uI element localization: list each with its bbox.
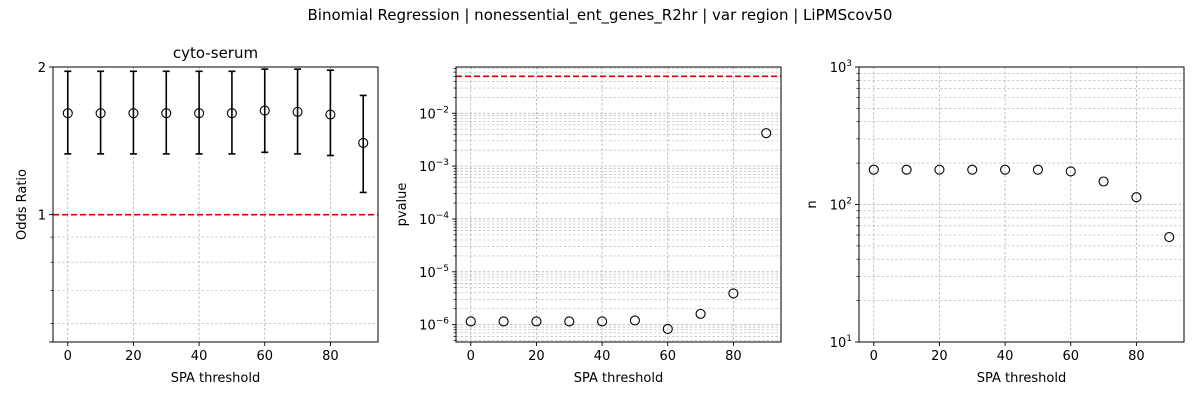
y-tick-label: 10−3 bbox=[419, 158, 449, 175]
x-tick-label: 0 bbox=[64, 349, 72, 364]
data-point bbox=[95, 108, 106, 119]
x-tick-label: 80 bbox=[725, 349, 742, 364]
data-point bbox=[901, 164, 912, 175]
data-point bbox=[662, 323, 673, 334]
panel2-points bbox=[465, 128, 772, 334]
data-point bbox=[564, 316, 575, 327]
data-point bbox=[259, 105, 270, 116]
figure-suptitle: Binomial Regression | nonessential_ent_g… bbox=[308, 6, 893, 25]
y-tick-label: 102 bbox=[830, 197, 852, 214]
x-tick-label: 0 bbox=[467, 349, 475, 364]
x-tick-label: 60 bbox=[256, 349, 273, 364]
data-point bbox=[868, 164, 879, 175]
odds-ratio-panel: cyto-serum SPA threshold Odds Ratio 0 20 4… bbox=[15, 44, 379, 386]
x-tick-label: 60 bbox=[1062, 349, 1079, 364]
y-tick-label: 2 bbox=[38, 61, 46, 76]
data-point bbox=[161, 108, 172, 119]
data-point bbox=[934, 164, 945, 175]
data-point bbox=[1131, 192, 1142, 203]
data-point bbox=[1164, 231, 1175, 243]
data-point bbox=[226, 108, 237, 119]
y-tick-label: 1 bbox=[38, 209, 46, 224]
x-tick-label: 60 bbox=[659, 349, 676, 364]
data-point bbox=[531, 316, 542, 327]
x-tick-label: 40 bbox=[997, 349, 1014, 364]
y-tick-label: 103 bbox=[830, 59, 852, 76]
data-point bbox=[62, 108, 73, 119]
y-tick-label: 10−6 bbox=[419, 317, 449, 334]
panel3-points bbox=[868, 164, 1175, 243]
data-point bbox=[597, 316, 608, 327]
panel1-xlabel: SPA threshold bbox=[171, 371, 261, 386]
data-point bbox=[1098, 176, 1109, 187]
pvalue-panel: SPA threshold pvalue 0 20 40 60 80 10−6 10−5 10… bbox=[395, 66, 782, 386]
x-tick-label: 0 bbox=[870, 349, 878, 364]
panel2-xlabel: SPA threshold bbox=[574, 371, 664, 386]
x-tick-label: 40 bbox=[594, 349, 611, 364]
y-tick-label: 10−2 bbox=[419, 105, 449, 122]
x-tick-label: 20 bbox=[125, 349, 142, 364]
y-tick-label: 10−5 bbox=[419, 264, 449, 281]
x-tick-label: 40 bbox=[191, 349, 208, 364]
data-point bbox=[967, 164, 978, 175]
data-point bbox=[358, 137, 369, 149]
x-tick-label: 20 bbox=[528, 349, 545, 364]
data-point bbox=[1065, 166, 1076, 177]
y-tick-label: 10−4 bbox=[419, 211, 449, 228]
panel2-grid bbox=[456, 67, 781, 342]
data-point bbox=[325, 109, 336, 120]
data-point bbox=[498, 316, 509, 327]
data-point bbox=[629, 315, 640, 326]
x-tick-label: 80 bbox=[322, 349, 339, 364]
panel3-xlabel: SPA threshold bbox=[977, 371, 1067, 386]
data-point bbox=[128, 108, 139, 119]
panel3-ylabel: n bbox=[805, 200, 820, 208]
panel2-axes-frame bbox=[455, 66, 782, 343]
count-panel: SPA threshold n 0 20 40 60 80 101 102 103 bbox=[805, 59, 1185, 386]
panel1-points bbox=[62, 105, 369, 149]
panel1-axes-frame bbox=[52, 66, 379, 343]
x-tick-label: 20 bbox=[931, 349, 948, 364]
data-point bbox=[761, 128, 772, 139]
panel2-ylabel: pvalue bbox=[395, 183, 410, 227]
data-point bbox=[465, 316, 476, 327]
data-point bbox=[1000, 164, 1011, 175]
panel1-errorbars bbox=[64, 68, 367, 194]
data-point bbox=[1032, 164, 1043, 175]
data-point bbox=[194, 108, 205, 119]
data-point bbox=[292, 106, 303, 117]
panel1-title: cyto-serum bbox=[173, 44, 258, 62]
data-point bbox=[695, 308, 706, 319]
data-point bbox=[728, 288, 739, 299]
y-tick-label: 101 bbox=[830, 334, 852, 351]
x-tick-label: 80 bbox=[1128, 349, 1145, 364]
panel1-ylabel: Odds Ratio bbox=[15, 169, 30, 240]
